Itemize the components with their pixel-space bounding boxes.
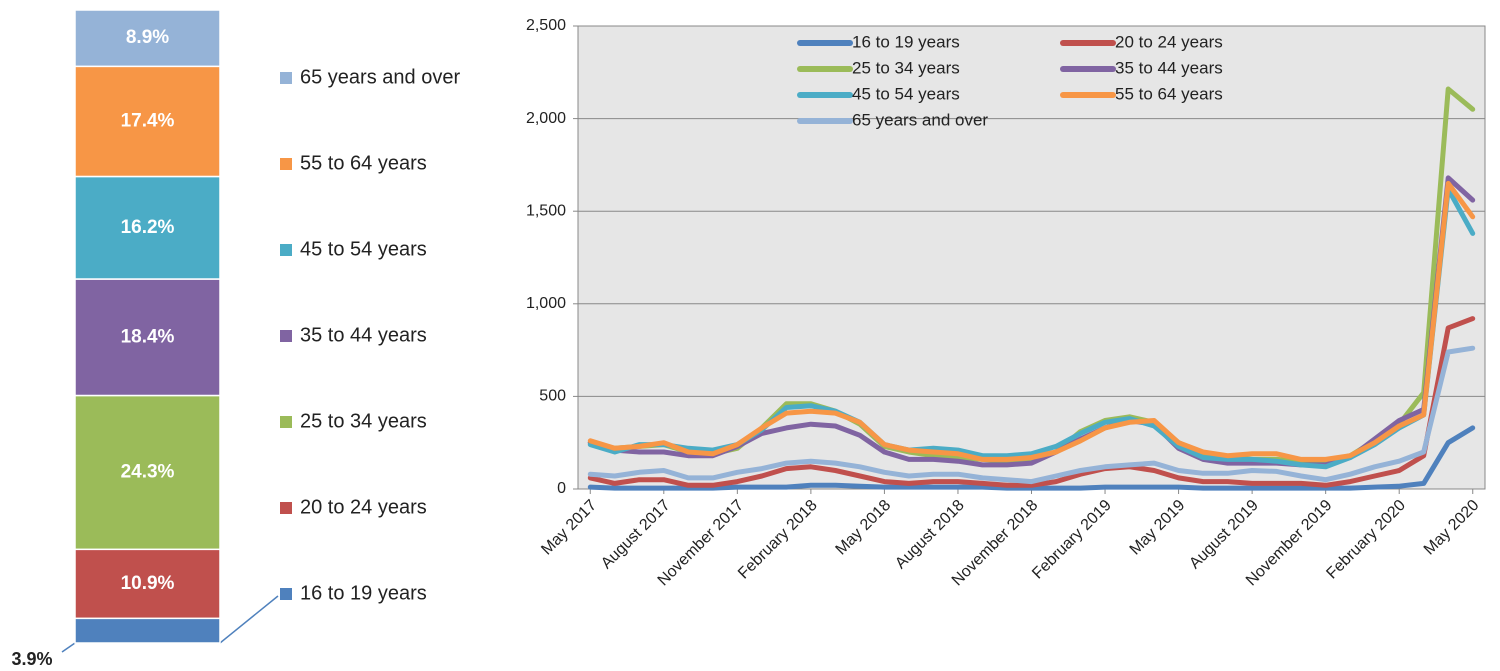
data-label: 8.9% <box>126 27 169 48</box>
bar-segment <box>74 65 221 178</box>
x-tick-label: May 2019 <box>1127 497 1189 559</box>
bar-segment <box>74 394 221 551</box>
legend-marker <box>280 244 292 256</box>
legend-label: 65 years and over <box>852 110 988 129</box>
data-line <box>587 316 1476 488</box>
legend-label: 55 to 64 years <box>300 152 427 174</box>
x-tick-label: February 2019 <box>1029 497 1115 583</box>
y-tick-label: 1,500 <box>526 202 566 219</box>
bar-segment <box>74 548 221 620</box>
legend-marker <box>280 72 292 84</box>
x-tick-label: August 2018 <box>892 497 968 573</box>
y-tick-label: 0 <box>557 480 566 497</box>
legend-label: 16 to 19 years <box>852 32 960 51</box>
x-tick-label: August 2019 <box>1186 497 1262 573</box>
x-tick-label: February 2020 <box>1323 497 1409 583</box>
y-tick-label: 500 <box>539 388 566 405</box>
data-line <box>587 180 1476 462</box>
legend-marker <box>280 588 292 600</box>
plot-area <box>577 25 1486 490</box>
x-tick-label: May 2017 <box>538 497 600 559</box>
data-label: 3.9% <box>11 649 52 669</box>
legend-label: 25 to 34 years <box>852 58 960 77</box>
legend-label: 35 to 44 years <box>1115 58 1223 77</box>
legend-label: 55 to 64 years <box>1115 84 1223 103</box>
legend-label: 65 years and over <box>300 66 460 88</box>
legend-label: 16 to 19 years <box>300 582 427 604</box>
legend-label: 20 to 24 years <box>300 496 427 518</box>
legend-label: 45 to 54 years <box>852 84 960 103</box>
legend-label: 45 to 54 years <box>300 238 427 260</box>
leader-line <box>219 595 279 644</box>
x-tick-label: May 2020 <box>1421 497 1483 559</box>
legend-marker <box>280 416 292 428</box>
legend-label: 35 to 44 years <box>300 324 427 346</box>
y-tick-label: 1,000 <box>526 295 566 312</box>
x-tick-label: February 2018 <box>735 497 821 583</box>
data-label: 18.4% <box>121 326 175 347</box>
leader-line <box>61 642 76 653</box>
data-label: 10.9% <box>121 573 175 594</box>
legend-label: 25 to 34 years <box>300 410 427 432</box>
y-tick-label: 2,000 <box>526 110 566 127</box>
legend-marker <box>280 158 292 170</box>
x-tick-label: May 2018 <box>833 497 895 559</box>
y-tick-label: 2,500 <box>526 17 566 34</box>
legend-marker <box>280 330 292 342</box>
bar-segment <box>74 9 221 68</box>
data-label: 17.4% <box>121 110 175 131</box>
bar-segment <box>74 617 221 644</box>
data-label: 16.2% <box>121 217 175 238</box>
data-line <box>587 345 1476 485</box>
bar-segment <box>74 175 221 280</box>
data-label: 24.3% <box>121 461 175 482</box>
data-line <box>587 425 1476 491</box>
legend-marker <box>280 502 292 514</box>
legend-label: 20 to 24 years <box>1115 32 1223 51</box>
x-tick-label: August 2017 <box>598 497 674 573</box>
